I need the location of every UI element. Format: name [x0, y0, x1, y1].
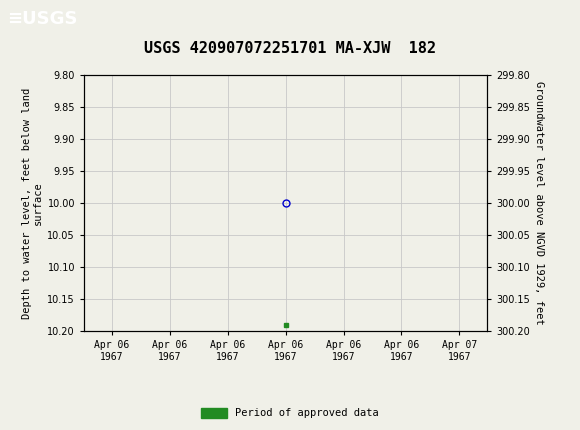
Legend: Period of approved data: Period of approved data: [197, 404, 383, 423]
Y-axis label: Groundwater level above NGVD 1929, feet: Groundwater level above NGVD 1929, feet: [534, 81, 544, 325]
Text: USGS 420907072251701 MA-XJW  182: USGS 420907072251701 MA-XJW 182: [144, 41, 436, 56]
Text: ≡USGS: ≡USGS: [7, 10, 78, 28]
Y-axis label: Depth to water level, feet below land
surface: Depth to water level, feet below land su…: [21, 88, 44, 319]
